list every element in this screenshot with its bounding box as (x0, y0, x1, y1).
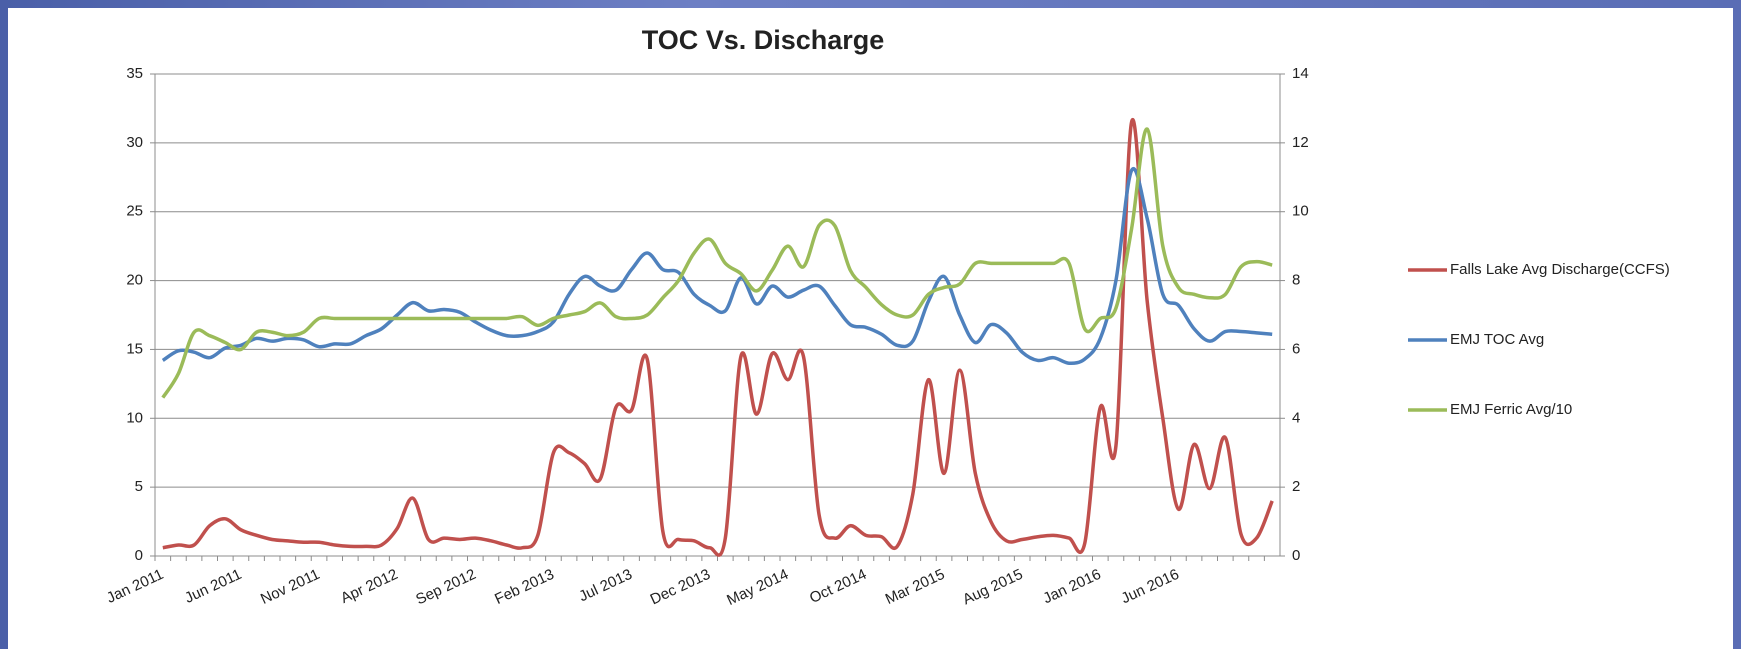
x-tick-label: Feb 2013 (492, 566, 557, 608)
y-tick-label: 0 (135, 547, 143, 564)
y2-tick-label: 4 (1292, 409, 1300, 426)
y2-tick-label: 0 (1292, 547, 1300, 564)
y2-tick-label: 12 (1292, 134, 1309, 151)
y-tick-label: 15 (126, 340, 143, 357)
x-tick-label: Jan 2016 (1041, 566, 1104, 607)
y2-tick-label: 10 (1292, 203, 1309, 220)
x-tick-label: Oct 2014 (807, 566, 869, 607)
x-tick-label: Apr 2012 (338, 566, 400, 607)
legend-label: EMJ TOC Avg (1450, 331, 1544, 348)
y2-tick-label: 14 (1292, 65, 1309, 82)
y-tick-label: 25 (126, 203, 143, 220)
x-tick-label: Dec 2013 (648, 566, 713, 609)
x-tick-label: May 2014 (724, 566, 791, 609)
y-tick-label: 30 (126, 134, 143, 151)
y-tick-label: 20 (126, 272, 143, 289)
x-tick-label: Jul 2013 (576, 566, 635, 605)
x-tick-label: Nov 2011 (258, 566, 322, 608)
y-tick-label: 5 (135, 478, 143, 495)
x-tick-label: Sep 2012 (413, 566, 478, 609)
y2-tick-label: 2 (1292, 478, 1300, 495)
y-tick-label: 10 (126, 409, 143, 426)
chart-title: TOC Vs. Discharge (642, 25, 885, 55)
x-tick-label: Jun 2016 (1119, 566, 1182, 607)
series-line (162, 117, 1274, 557)
y2-tick-label: 8 (1292, 272, 1300, 289)
legend-label: EMJ Ferric Avg/10 (1450, 401, 1572, 418)
x-tick-label: Aug 2015 (960, 566, 1025, 609)
legend-label: Falls Lake Avg Discharge(CCFS) (1450, 261, 1670, 278)
series-line (161, 127, 1273, 399)
x-tick-label: Mar 2015 (883, 566, 948, 608)
y2-tick-label: 6 (1292, 340, 1300, 357)
x-tick-label: Jan 2011 (104, 566, 166, 607)
x-tick-label: Jun 2011 (182, 566, 244, 607)
y-tick-label: 35 (126, 65, 143, 82)
series-line (161, 166, 1273, 366)
